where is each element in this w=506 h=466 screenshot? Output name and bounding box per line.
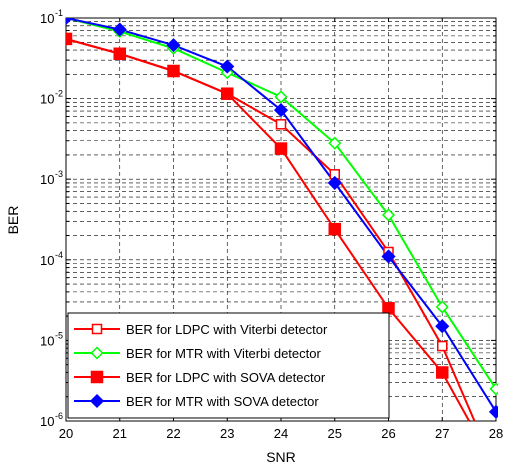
square-marker	[328, 222, 341, 236]
diamond-marker	[89, 393, 105, 409]
y-tick-exponent: -5	[55, 330, 63, 340]
y-tick-exponent: -2	[55, 89, 63, 99]
diamond-marker	[166, 38, 181, 53]
x-tick-label: 27	[435, 426, 449, 441]
square-marker	[113, 47, 126, 61]
x-tick-label: 28	[489, 426, 503, 441]
y-axis-label: BER	[5, 206, 21, 235]
legend-label: BER for LDPC with Viterbi detector	[126, 322, 328, 337]
x-tick-label: 22	[166, 426, 180, 441]
square-marker	[382, 302, 395, 315]
diamond-marker	[220, 59, 235, 74]
square-marker	[90, 370, 104, 384]
x-tick-labels: 20 21 22 23 24 25 26 27 28	[59, 426, 503, 441]
square-marker	[275, 119, 287, 130]
y-tick-labels: 10-610-510-410-310-210-1	[40, 8, 63, 429]
diamond-marker	[90, 346, 104, 360]
x-tick-label: 26	[381, 426, 395, 441]
diamond-marker	[274, 90, 288, 104]
x-tick-label: 21	[113, 426, 127, 441]
diamond-marker	[489, 382, 498, 396]
y-tick-label: 10	[40, 11, 54, 26]
diamond-marker	[327, 175, 342, 190]
y-tick-exponent: -3	[55, 169, 63, 179]
diamond-marker	[435, 319, 450, 334]
y-tick-exponent: -6	[55, 411, 63, 421]
square-marker	[167, 64, 180, 78]
x-tick-label: 20	[59, 426, 73, 441]
diamond-marker	[66, 18, 74, 26]
square-marker	[274, 142, 288, 155]
axes	[65, 17, 497, 422]
legend-label: BER for LDPC with SOVA detector	[126, 370, 326, 385]
y-tick-exponent: -1	[55, 8, 63, 18]
legend-label: BER for MTR with SOVA detector	[126, 394, 319, 409]
series-markers	[66, 18, 498, 419]
diamond-marker	[273, 103, 289, 118]
y-tick-label: 10	[40, 333, 54, 348]
square-marker	[437, 340, 448, 352]
x-axis-label: SNR	[266, 449, 296, 465]
diamond-marker	[381, 249, 396, 264]
square-marker	[91, 323, 103, 335]
square-marker	[436, 366, 449, 379]
legend-box	[67, 312, 390, 419]
y-tick-label: 10	[40, 253, 54, 268]
diamond-marker	[381, 208, 396, 222]
x-tick-label: 25	[328, 426, 342, 441]
x-tick-label: 24	[274, 426, 288, 441]
y-tick-label: 10	[40, 92, 54, 107]
y-tick-exponent: -4	[55, 250, 63, 260]
y-tick-label: 10	[40, 414, 54, 429]
diamond-marker	[488, 404, 498, 419]
legend-label: BER for MTR with Viterbi detector	[126, 346, 321, 361]
legend: BER for LDPC with Viterbi detector BER fo…	[67, 312, 390, 419]
square-marker	[221, 87, 234, 100]
y-tick-label: 10	[40, 172, 54, 187]
diamond-marker	[328, 136, 342, 150]
x-tick-label: 23	[220, 426, 234, 441]
diamond-marker	[112, 22, 127, 37]
square-marker	[66, 32, 73, 46]
diamond-marker	[435, 300, 449, 314]
